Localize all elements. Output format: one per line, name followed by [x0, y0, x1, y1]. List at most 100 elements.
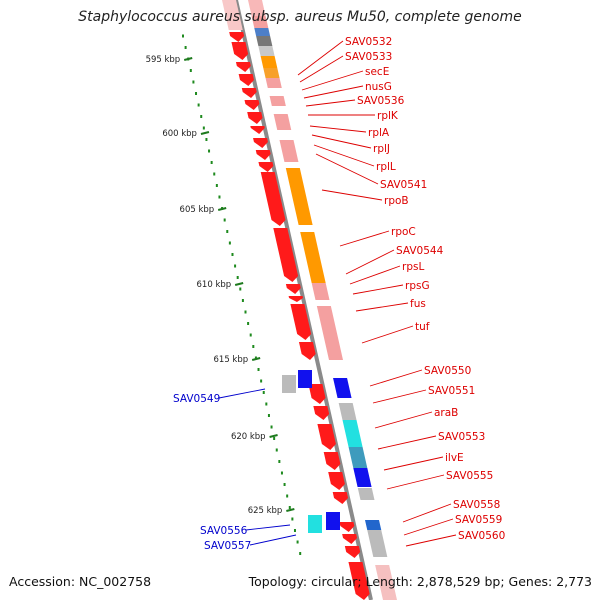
gc-dot	[288, 506, 291, 509]
genome-title: Staphylococcus aureus subsp. aureus Mu50…	[78, 9, 522, 25]
gc-dot	[280, 471, 283, 475]
ruler-tick	[269, 434, 278, 438]
feature-stripe	[311, 283, 330, 300]
gene-label-arab: araB	[434, 407, 458, 419]
leader-line	[349, 265, 401, 285]
leader-line	[245, 524, 291, 531]
feature-stripe	[353, 468, 372, 487]
feature-stripe	[258, 46, 275, 56]
feature-stripe	[260, 56, 278, 68]
ruler-tick	[234, 282, 244, 286]
gc-dot	[291, 517, 294, 521]
gc-dot	[260, 379, 263, 383]
gc-dot	[265, 402, 268, 406]
ruler-tick	[217, 207, 227, 211]
feature-stripe	[256, 36, 273, 46]
forward-gene-arrow	[231, 42, 249, 60]
forward-gene-arrow	[332, 492, 349, 504]
gene-label-sav0553: SAV0553	[438, 431, 485, 443]
feature-stripe	[375, 565, 397, 600]
forward-gene-arrow	[344, 546, 361, 558]
leader-line	[386, 474, 445, 490]
gc-dot	[210, 161, 213, 164]
gc-dot	[218, 195, 221, 199]
gene-label-rplj: rplJ	[373, 143, 390, 155]
ruler-label: 625 kbp	[248, 506, 283, 516]
leader-line	[405, 534, 457, 547]
gc-dot	[213, 172, 216, 176]
leader-line	[321, 189, 383, 201]
leader-line	[377, 435, 437, 450]
gc-dot	[184, 46, 187, 49]
feature-stripe	[365, 520, 382, 530]
gc-dot	[195, 92, 198, 95]
feature-stripe	[284, 163, 300, 168]
gene-label-rpoc: rpoC	[391, 226, 416, 238]
gene-label-rpsl: rpsL	[402, 261, 424, 273]
leader-line	[311, 134, 372, 149]
ruler-tick	[251, 357, 261, 361]
leader-line	[403, 518, 454, 536]
gc-dot	[226, 230, 229, 233]
forward-gene-arrow	[244, 100, 260, 110]
feature-stripe	[333, 378, 352, 398]
gene-label-tuf: tuf	[415, 321, 430, 333]
forward-gene-arrow	[229, 32, 245, 42]
gc-dot	[197, 103, 200, 107]
leader-line	[301, 70, 364, 91]
leader-line	[369, 369, 423, 387]
feature-stripe	[265, 78, 282, 88]
ruler-label: 615 kbp	[214, 355, 249, 365]
feature-stripe	[271, 106, 288, 114]
ruler-label: 600 kbp	[162, 129, 197, 139]
forward-gene-arrow	[253, 138, 268, 148]
gc-dot	[275, 448, 278, 452]
gene-label-sav0550: SAV0550	[424, 365, 471, 377]
gc-dot	[202, 126, 205, 130]
leader-line	[402, 503, 452, 523]
position-ruler: 595 kbp 600 kbp 605 kbp 610 kbp 615 kbp 620 k…	[146, 55, 295, 516]
leader-line	[352, 284, 404, 295]
ruler-label: 620 kbp	[231, 432, 266, 442]
gc-dot	[200, 115, 203, 118]
feature-stripe	[285, 168, 313, 225]
forward-gene-arrow	[323, 452, 341, 470]
feature-stripe	[248, 0, 266, 16]
feature-stripe	[338, 403, 357, 420]
gene-label-sav0532: SAV0532	[345, 36, 392, 48]
feature-stripe	[273, 114, 289, 120]
gc-dot	[189, 69, 192, 72]
gc-dot	[278, 460, 281, 463]
leader-line	[315, 153, 379, 185]
leader-line	[383, 456, 444, 471]
leader-line	[297, 40, 344, 76]
gc-dot	[192, 80, 195, 84]
gene-label-ilve: ilvE	[445, 452, 464, 464]
feature-stripe	[279, 140, 296, 148]
gc-dot	[283, 483, 286, 486]
gene-label-sav0533: SAV0533	[345, 51, 392, 63]
gene-label-sav0541: SAV0541	[380, 179, 427, 191]
forward-gene-arrow	[255, 150, 271, 160]
feature-stripe	[222, 0, 243, 30]
forward-gene-arrow	[247, 112, 263, 124]
gc-dot	[223, 218, 226, 222]
gc-dot	[270, 425, 273, 429]
reverse-gene-block	[326, 512, 340, 530]
gc-dot	[228, 241, 231, 245]
gene-label-rplk: rplK	[377, 110, 399, 122]
feature-stripe	[254, 28, 271, 36]
reverse-gene-block	[308, 515, 322, 533]
forward-gene-arrow	[250, 126, 265, 134]
ruler-label: 595 kbp	[146, 55, 181, 65]
gene-label-rpsg: rpsG	[405, 280, 430, 292]
feature-stripe	[277, 130, 294, 140]
gene-label-sav0559: SAV0559	[455, 514, 502, 526]
forward-gene-arrow	[285, 284, 301, 294]
forward-gene-arrow	[288, 296, 304, 302]
forward-gene-arrow	[317, 424, 336, 450]
gc-dot	[205, 138, 208, 141]
leader-line	[299, 55, 344, 83]
gene-label-sav0560: SAV0560	[458, 530, 505, 542]
